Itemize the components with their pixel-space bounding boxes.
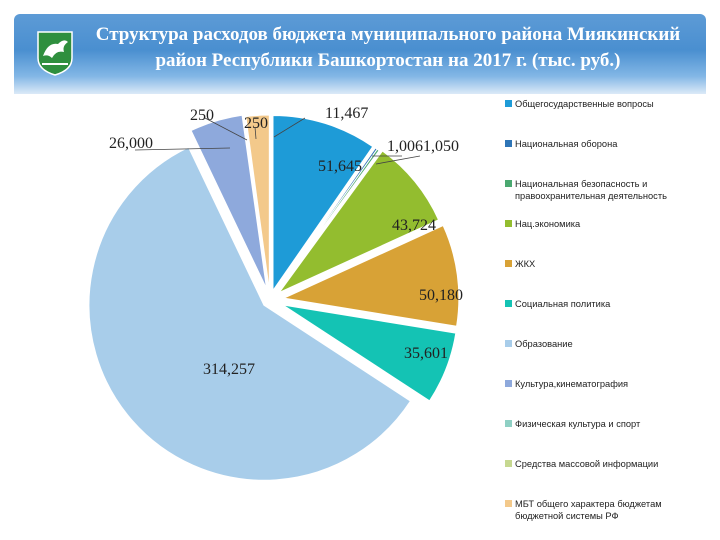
legend-swatch [505,340,512,347]
legend-swatch [505,420,512,427]
legend-label: ЖКХ [515,259,536,269]
data-label: 1,006 [387,138,423,155]
data-label: 26,000 [109,135,153,152]
data-label: 11,467 [325,105,368,122]
legend-swatch [505,220,512,227]
legend-item: Нац.экономика [505,218,710,230]
legend-item: Средства массовой информации [505,458,710,470]
legend-item: Физическая культура и спорт [505,418,710,430]
pie-slice [282,224,460,327]
pie-slice [272,114,374,293]
legend-swatch [505,500,512,507]
legend-label: Образование [515,339,573,349]
chart-title: Структура расходов бюджета муниципальног… [95,24,681,71]
data-label: 250 [190,107,214,124]
legend-label: Общегосударственные вопросы [515,99,654,109]
pie-slice [88,146,412,481]
legend-item: ЖКХ [505,258,710,270]
legend-label: Нац.экономика [515,219,581,229]
legend-swatch [505,300,512,307]
title-banner: Структура расходов бюджета муниципальног… [14,14,706,94]
leader-line [204,117,248,141]
pie-slice [245,114,270,291]
pie-slice [190,114,268,289]
pie-slice [275,148,380,293]
leader-line [254,126,257,140]
legend-item: Общегосударственные вопросы [505,98,710,110]
legend-label: МБТ общего характера бюджетам бюджетной … [515,499,662,521]
leader-line [273,117,306,138]
legend-item: МБТ общего характера бюджетам бюджетной … [505,498,710,522]
leader-line [375,155,421,165]
data-label: 250 [244,115,268,132]
legend-label: Национальная оборона [515,139,618,149]
pie-slice [277,150,440,294]
legend-swatch [505,260,512,267]
legend-label: Культура,кинематография [515,379,629,389]
legend-swatch [505,380,512,387]
legend-label: Средства массовой информации [515,459,659,469]
data-label: 50,180 [419,287,463,304]
legend-swatch [505,140,512,147]
data-label: 51,645 [318,158,362,175]
legend-item: Социальная политика [505,298,710,310]
legend-item: Национальная безопасность и правоохранит… [505,178,710,202]
data-label: 35,601 [404,345,448,362]
legend-item: Образование [505,338,710,350]
pie-slice [282,304,457,402]
legend-label: Социальная политика [515,299,611,309]
emblem-icon [37,31,73,76]
legend-swatch [505,460,512,467]
legend-label: Национальная безопасность и правоохранит… [515,179,667,201]
leader-line [134,147,231,151]
data-label: 314,257 [203,361,255,378]
legend-swatch [505,180,512,187]
legend-label: Физическая культура и спорт [515,419,641,429]
data-label: 1,050 [423,138,459,155]
legend-item: Культура,кинематография [505,378,710,390]
legend-swatch [505,100,512,107]
pie-slice [244,116,270,291]
legend-item: Национальная оборона [505,138,710,150]
data-label: 43,724 [392,217,436,234]
